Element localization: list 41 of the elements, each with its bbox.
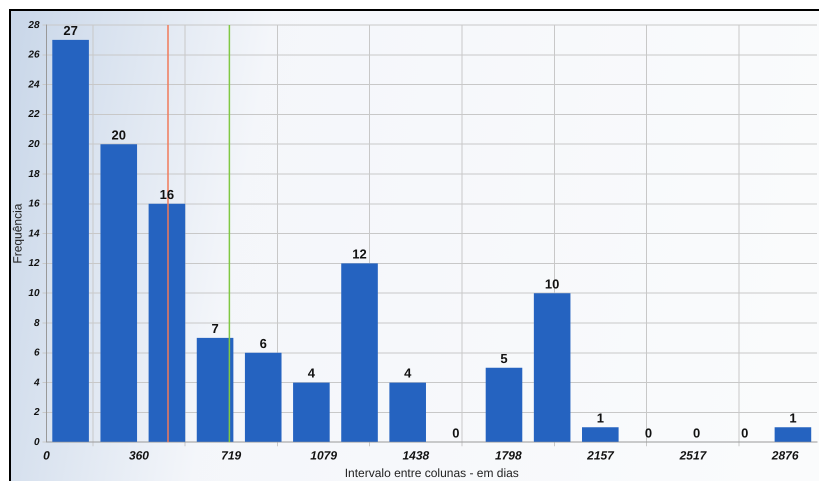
data-label: 6 [260, 336, 267, 351]
x-tick-label: 2517 [678, 448, 708, 463]
x-tick-label: 2876 [770, 448, 799, 463]
y-tick-label: 24 [27, 79, 40, 90]
data-label: 10 [544, 276, 560, 292]
data-label: 0 [741, 425, 748, 440]
y-tick-label: 28 [27, 20, 40, 31]
data-label: 1 [789, 410, 797, 426]
x-tick-label: 1079 [310, 448, 338, 463]
data-label: 12 [352, 246, 367, 262]
x-axis-title: Intervalo entre colunas - em dias [344, 466, 519, 480]
y-tick-label: 20 [27, 138, 40, 150]
data-label: 5 [500, 350, 508, 366]
data-label: 1 [596, 410, 604, 426]
x-tick-label: 0 [43, 448, 50, 463]
data-label: 20 [112, 127, 126, 142]
y-tick-label: 2 [32, 407, 40, 418]
data-label: 0 [644, 425, 652, 440]
x-tick-label: 1798 [494, 448, 522, 463]
data-label: 27 [63, 22, 78, 38]
y-tick-label: 14 [28, 228, 40, 240]
data-label: 7 [211, 320, 219, 336]
x-tick-label: 1438 [402, 448, 430, 463]
y-tick-label: 26 [27, 50, 40, 61]
y-tick-label: 12 [28, 258, 40, 270]
x-tick-label: 719 [221, 448, 242, 463]
y-tick-label: 10 [28, 288, 40, 299]
y-tick-label: 18 [28, 168, 40, 180]
data-label: 0 [692, 425, 700, 440]
y-tick-label: 22 [27, 109, 40, 120]
y-axis-title: Frequência [10, 203, 25, 264]
x-tick-label: 360 [128, 448, 150, 463]
y-tick-label: 8 [34, 318, 40, 329]
data-label: 4 [308, 366, 316, 381]
y-tick-label: 16 [28, 198, 40, 210]
data-label: 0 [452, 425, 460, 440]
x-tick-label: 2157 [586, 448, 616, 463]
y-tick-label: 6 [34, 348, 40, 359]
y-tick-label: 0 [34, 436, 40, 448]
data-label: 4 [404, 366, 412, 381]
y-tick-label: 4 [32, 377, 40, 388]
